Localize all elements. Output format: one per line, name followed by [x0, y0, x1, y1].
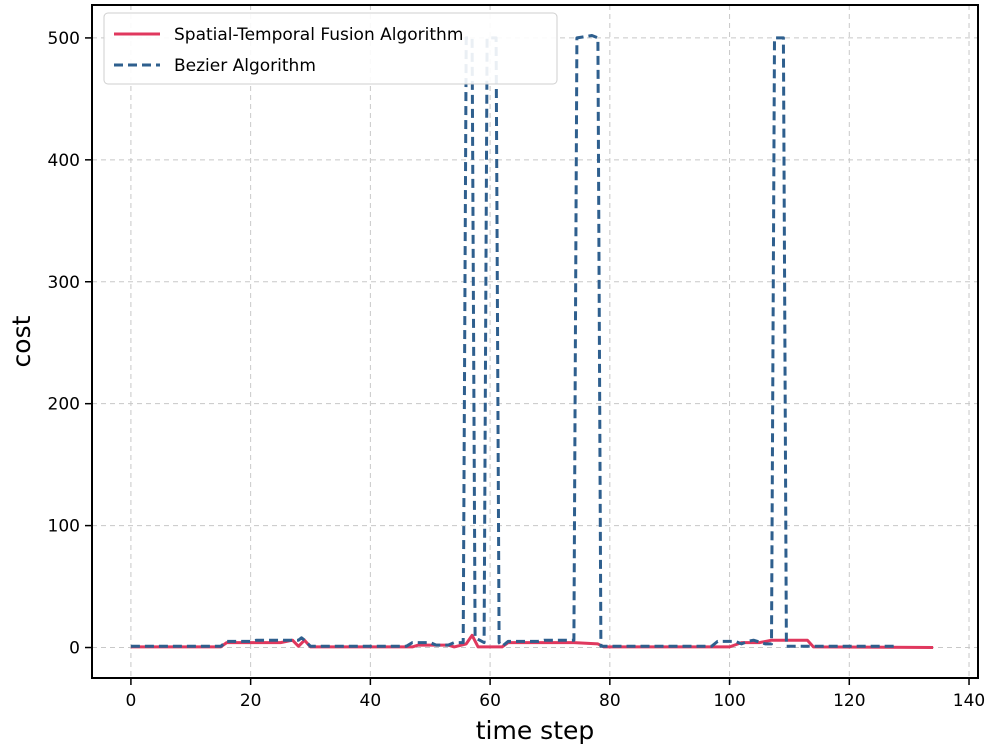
y-tick-label: 100 [48, 517, 80, 537]
x-tick-label: 100 [713, 691, 745, 711]
y-axis-title: cost [7, 315, 36, 367]
y-axis: 0 100 200 300 400 500 [48, 29, 92, 659]
series-line-spatial-temporal [130, 633, 934, 649]
y-tick-label: 0 [69, 639, 80, 659]
series-line-bezier [130, 34, 898, 648]
legend-label-bezier: Bezier Algorithm [174, 56, 316, 76]
grid [92, 5, 978, 678]
y-tick-label: 400 [48, 151, 80, 171]
y-tick-label: 300 [48, 273, 80, 293]
x-tick-label: 120 [833, 691, 865, 711]
legend-label-spatial-temporal: Spatial-Temporal Fusion Algorithm [174, 25, 463, 45]
legend: Spatial-Temporal Fusion Algorithm Bezier… [103, 12, 558, 85]
y-tick-label: 200 [48, 395, 80, 415]
x-tick-label: 60 [479, 691, 501, 711]
x-tick-label: 20 [240, 691, 262, 711]
x-tick-label: 0 [125, 691, 136, 711]
x-tick-label: 80 [599, 691, 621, 711]
legend-box [103, 12, 558, 85]
y-tick-label: 500 [48, 29, 80, 49]
x-tick-label: 140 [953, 691, 985, 711]
x-axis-title: time step [476, 716, 595, 745]
plot-frame [91, 4, 979, 679]
x-tick-label: 40 [360, 691, 382, 711]
x-axis: 0 20 40 60 80 100 120 140 [125, 678, 985, 711]
series-lines [130, 34, 934, 649]
